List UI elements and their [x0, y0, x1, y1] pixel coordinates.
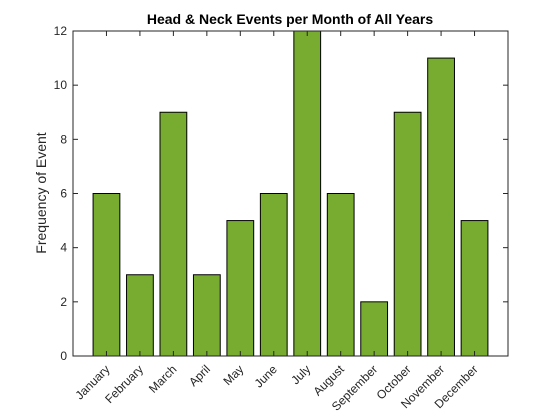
bars-group — [92, 30, 489, 357]
y-tick-label: 0 — [60, 349, 67, 363]
bar-march — [159, 111, 188, 357]
bar-august — [326, 193, 355, 357]
x-tick-label-march: March — [146, 362, 179, 395]
bar-september — [360, 301, 389, 357]
bar-april — [192, 274, 221, 357]
y-tick-label: 2 — [60, 295, 67, 309]
y-ticks-group: 0 2 4 6 8 10 12 — [54, 24, 508, 363]
chart-title: Head & Neck Events per Month of All Year… — [147, 11, 434, 27]
bar-november — [427, 57, 455, 357]
y-tick-label: 4 — [60, 241, 67, 255]
y-tick-label: 12 — [54, 24, 68, 38]
bar-october — [393, 111, 422, 357]
bar-may — [226, 220, 255, 357]
y-tick-label: 6 — [60, 187, 67, 201]
bar-february — [126, 274, 154, 357]
y-tick-label: 8 — [60, 132, 67, 146]
y-axis-label: Frequency of Event — [33, 132, 49, 254]
bar-june — [259, 193, 288, 357]
y-tick-label: 10 — [54, 78, 68, 92]
bar-july — [293, 30, 322, 357]
x-tick-label-july: July — [288, 362, 313, 387]
x-tick-label-april: April — [186, 362, 213, 389]
bar-december — [460, 220, 489, 357]
x-tick-label-may: May — [220, 362, 246, 388]
x-tick-label-june: June — [252, 362, 281, 391]
bar-january — [92, 193, 121, 357]
